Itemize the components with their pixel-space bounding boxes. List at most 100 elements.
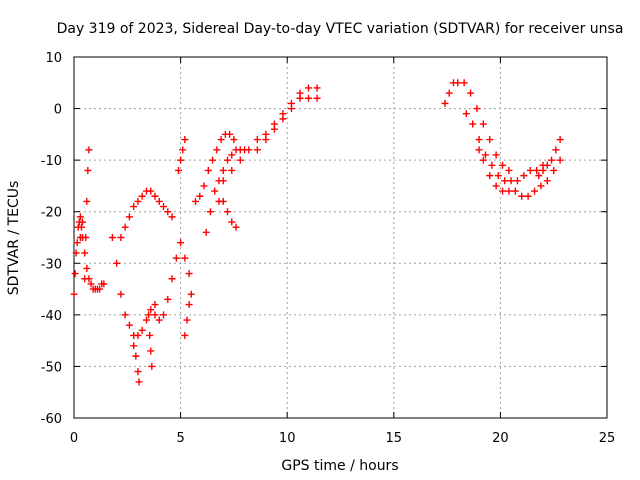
- data-point: [501, 177, 509, 185]
- data-point: [475, 146, 483, 154]
- x-tick-label: 10: [279, 431, 296, 446]
- chart-title: Day 319 of 2023, Sidereal Day-to-day VTE…: [57, 21, 624, 37]
- data-point: [209, 156, 217, 164]
- data-point: [224, 208, 232, 216]
- y-tick-label: 0: [54, 103, 62, 118]
- data-point: [134, 197, 142, 205]
- series-arc-14: [219, 84, 321, 185]
- data-point: [148, 362, 156, 370]
- data-point: [467, 89, 475, 97]
- data-point: [556, 136, 564, 144]
- y-tick-label: -30: [41, 257, 62, 272]
- data-point: [454, 79, 462, 87]
- series-arc-11: [192, 130, 238, 205]
- data-point: [550, 166, 558, 174]
- data-point: [172, 254, 180, 262]
- data-point: [130, 342, 138, 350]
- series-arc-13: [215, 197, 240, 231]
- x-tick-label: 5: [176, 431, 184, 446]
- data-point: [71, 270, 79, 278]
- data-point: [85, 146, 93, 154]
- data-point: [305, 94, 313, 102]
- data-point: [83, 197, 91, 205]
- data-point: [108, 234, 116, 241]
- data-point: [479, 156, 487, 164]
- y-tick-label: 10: [45, 51, 62, 66]
- data-point: [138, 192, 146, 200]
- data-point: [232, 223, 240, 231]
- data-point: [196, 192, 204, 200]
- series-arc-6: [130, 342, 143, 386]
- data-point: [219, 197, 227, 205]
- series-arc-16: [441, 79, 513, 174]
- data-point: [174, 166, 182, 174]
- data-point: [181, 136, 189, 144]
- y-tick-label: -10: [41, 154, 62, 169]
- data-point: [533, 166, 541, 174]
- data-point: [245, 146, 253, 154]
- data-point: [155, 316, 163, 324]
- data-point: [72, 249, 80, 257]
- data-point: [230, 136, 238, 144]
- data-point: [305, 84, 313, 92]
- data-point: [168, 275, 176, 283]
- data-point: [155, 197, 163, 205]
- data-point: [313, 94, 321, 102]
- plot-frame: [73, 56, 608, 419]
- data-point: [177, 239, 185, 247]
- series-arc-19: [535, 136, 564, 180]
- data-point: [181, 331, 189, 339]
- data-point: [130, 203, 138, 211]
- x-axis-ticks: 0 5 10 15 20 25: [70, 57, 615, 446]
- data-point: [441, 99, 449, 107]
- data-point: [202, 228, 210, 236]
- data-point: [121, 311, 129, 319]
- data-point: [228, 218, 236, 226]
- data-point: [492, 151, 500, 159]
- data-point: [535, 172, 543, 180]
- data-point: [462, 110, 470, 118]
- series-arc-5: [117, 187, 176, 241]
- series-arc-1: [70, 218, 87, 298]
- data-point: [524, 192, 532, 200]
- data-point: [84, 166, 92, 174]
- data-point: [185, 270, 193, 278]
- data-point: [147, 187, 155, 195]
- data-point: [219, 166, 227, 174]
- data-point: [179, 146, 187, 154]
- data-point: [296, 94, 304, 102]
- data-points: [70, 79, 564, 386]
- series-arc-10: [174, 136, 189, 174]
- data-point: [228, 151, 236, 159]
- data-point: [486, 172, 494, 180]
- data-point: [486, 136, 494, 144]
- data-point: [200, 182, 208, 190]
- data-point: [445, 89, 453, 97]
- x-axis-label: GPS time / hours: [281, 458, 398, 474]
- grid-lines: [74, 57, 607, 418]
- series-arc-15: [253, 94, 321, 154]
- data-point: [117, 290, 125, 298]
- data-point: [125, 321, 133, 329]
- data-point: [132, 352, 140, 360]
- data-point: [177, 156, 185, 164]
- data-point: [73, 239, 81, 247]
- data-point: [160, 203, 168, 211]
- series-arc-17: [462, 110, 547, 185]
- data-point: [164, 295, 172, 303]
- data-point: [313, 84, 321, 92]
- data-point: [548, 156, 556, 164]
- data-point: [168, 213, 176, 221]
- y-tick-label: -20: [41, 206, 62, 221]
- y-tick-label: -40: [41, 309, 62, 324]
- data-point: [253, 146, 261, 154]
- data-point: [469, 120, 477, 128]
- data-point: [513, 177, 521, 185]
- data-point: [151, 192, 159, 200]
- x-tick-label: 0: [70, 431, 78, 446]
- data-point: [475, 136, 483, 144]
- data-point: [81, 249, 89, 257]
- data-point: [145, 311, 153, 319]
- data-point: [81, 275, 89, 283]
